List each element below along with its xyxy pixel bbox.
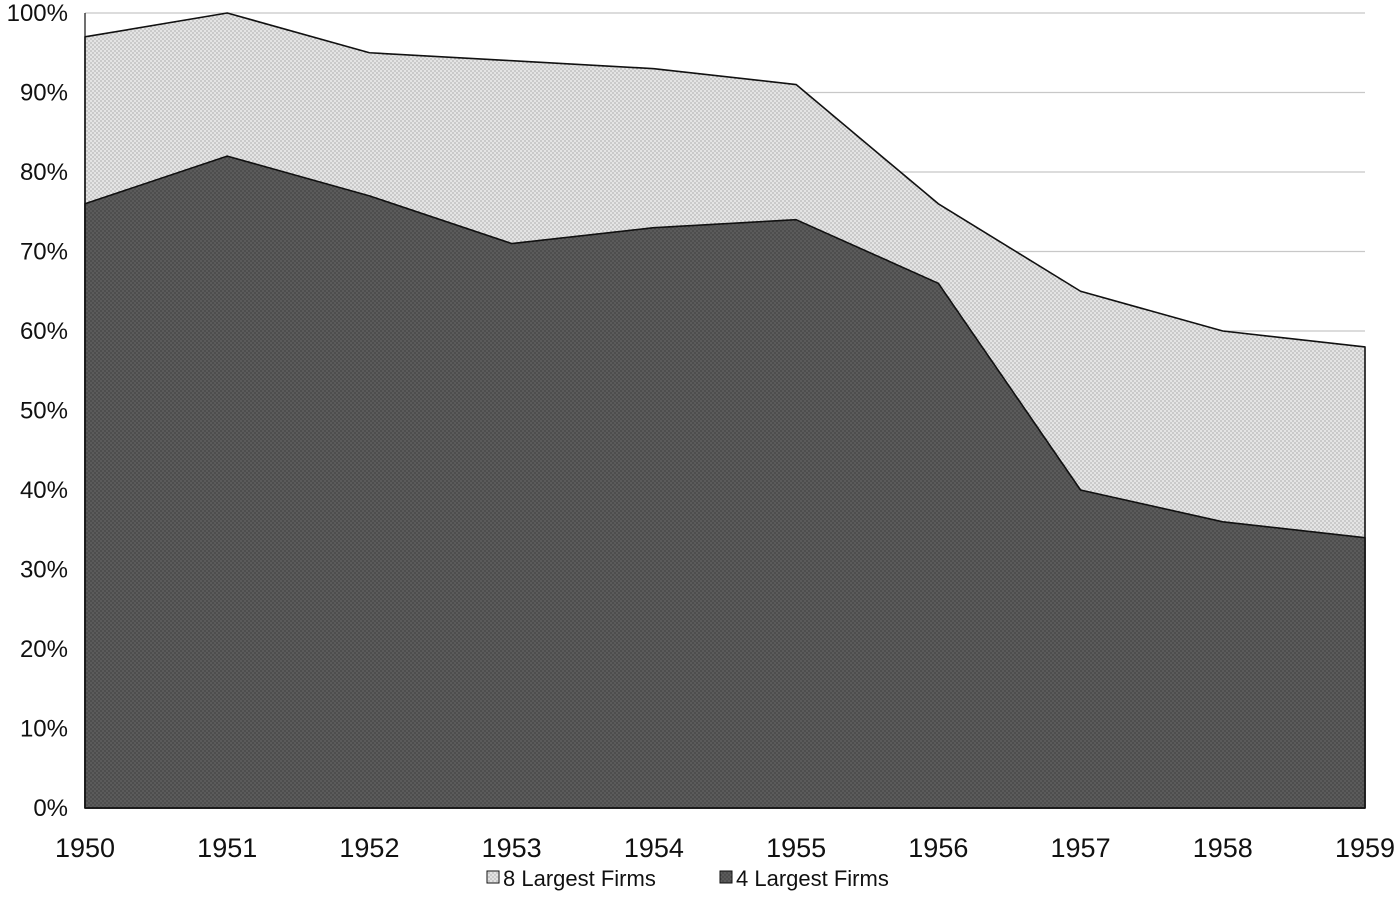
legend: 8 Largest Firms 4 Largest Firms (486, 866, 889, 891)
y-tick-label: 0% (33, 795, 68, 822)
y-tick-label: 30% (20, 557, 68, 584)
legend-swatch-8-largest-firms (486, 870, 500, 884)
x-tick-label: 1950 (55, 833, 115, 863)
y-tick-label: 70% (20, 239, 68, 266)
x-tick-label: 1957 (1051, 833, 1111, 863)
area-series (84, 12, 1366, 809)
axes: 0% 10% 20% 30% 40% 50% 60% 70% 80% 90% 100% 1950 195… (7, 0, 1395, 863)
y-tick-label: 40% (20, 477, 68, 504)
x-tick-label: 1959 (1335, 833, 1395, 863)
y-tick-label: 80% (20, 159, 68, 186)
x-tick-label: 1954 (624, 833, 684, 863)
x-tick-label: 1958 (1193, 833, 1253, 863)
x-tick-label: 1955 (766, 833, 826, 863)
y-tick-label: 10% (20, 716, 68, 743)
x-tick-label: 1956 (908, 833, 968, 863)
x-tick-label: 1953 (482, 833, 542, 863)
legend-label-8-largest-firms: 8 Largest Firms (503, 866, 656, 891)
legend-swatch-4-largest-firms (719, 870, 733, 884)
x-tick-label: 1952 (339, 833, 399, 863)
y-tick-label: 100% (7, 0, 68, 27)
y-tick-label: 90% (20, 80, 68, 107)
legend-label-4-largest-firms: 4 Largest Firms (736, 866, 889, 891)
x-tick-label: 1951 (197, 833, 257, 863)
area-4-largest-firms (84, 155, 1366, 809)
y-tick-label: 20% (20, 636, 68, 663)
y-tick-label: 60% (20, 318, 68, 345)
y-tick-label: 50% (20, 398, 68, 425)
